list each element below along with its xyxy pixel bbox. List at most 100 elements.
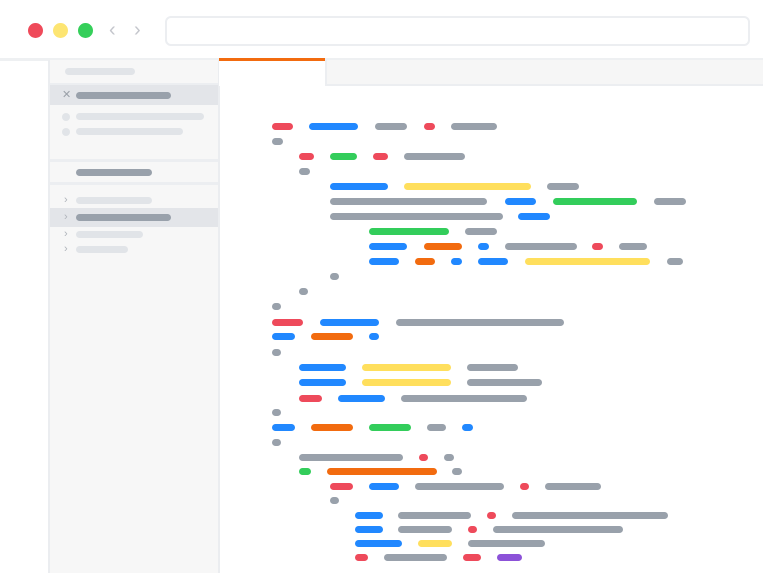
code-token-red [424,123,435,130]
code-token-gray [467,379,542,386]
divider [50,159,218,162]
tree-item[interactable]: › [50,242,218,258]
chevron-right-icon[interactable]: › [64,211,68,223]
tree-item-placeholder [76,214,171,221]
tree-item-selected[interactable]: › [50,208,218,227]
code-token-red [373,153,388,160]
code-token-gray [299,288,308,295]
code-token-orange [327,468,437,475]
code-token-blue [355,540,402,547]
close-icon[interactable]: ✕ [62,89,72,101]
code-token-orange [415,258,435,265]
code-token-red [468,526,477,533]
code-token-gray [505,243,577,250]
code-token-yellow [525,258,650,265]
code-token-gray [375,123,407,130]
code-token-blue [320,319,379,326]
code-token-red [299,395,322,402]
code-token-blue [478,243,489,250]
minimize-window-button[interactable] [53,23,68,38]
code-token-orange [311,333,353,340]
code-token-red [272,319,303,326]
code-token-gray [299,168,310,175]
section-title-placeholder [76,169,152,176]
chevron-left-icon[interactable]: ‹ [109,19,116,41]
code-token-gray [272,138,283,145]
open-file-row[interactable]: ✕ [50,85,218,105]
code-token-gray [401,395,527,402]
code-token-red [592,243,603,250]
chevron-right-icon[interactable]: › [64,243,68,255]
code-token-green [369,228,449,235]
code-token-gray [272,349,281,356]
code-token-blue [478,258,508,265]
toolbar-divider [0,58,763,61]
code-token-red [355,554,368,561]
code-token-green [369,424,411,431]
code-token-purple [497,554,522,561]
code-token-gray [465,228,497,235]
address-bar[interactable] [165,16,750,46]
code-token-gray [467,364,518,371]
item-placeholder [76,128,183,135]
code-token-gray [452,468,462,475]
code-token-gray [398,526,452,533]
code-token-gray [299,454,403,461]
code-token-red [299,153,314,160]
code-token-gray [468,540,545,547]
divider [50,83,218,86]
code-token-blue [272,333,295,340]
code-token-green [299,468,311,475]
tree-item-placeholder [76,231,143,238]
code-token-gray [330,273,339,280]
code-token-gray [493,526,623,533]
code-token-gray [451,123,497,130]
code-token-gray [272,409,281,416]
code-token-gray [415,483,504,490]
code-token-blue [299,364,346,371]
code-token-gray [330,497,339,504]
maximize-window-button[interactable] [78,23,93,38]
code-token-blue [272,424,295,431]
chevron-right-icon[interactable]: › [64,194,68,206]
item-placeholder [76,113,204,120]
code-token-green [330,153,357,160]
code-token-red [419,454,428,461]
tree-item-placeholder [76,197,152,204]
code-token-yellow [404,183,531,190]
code-token-red [520,483,529,490]
code-token-blue [505,198,536,205]
file-name-placeholder [76,92,171,99]
code-token-gray [547,183,579,190]
code-token-gray [398,512,471,519]
close-window-button[interactable] [28,23,43,38]
code-token-gray [396,319,564,326]
code-token-blue [462,424,473,431]
tab-bar [325,60,763,86]
sidebar: ✕ › › › › [48,60,220,573]
code-token-gray [512,512,668,519]
tree-item[interactable]: › [50,227,218,243]
chevron-right-icon[interactable]: › [134,19,141,41]
tree-item-placeholder [76,246,128,253]
list-item[interactable] [50,110,218,124]
code-token-gray [667,258,683,265]
code-token-orange [424,243,462,250]
tab-active[interactable] [219,58,325,86]
code-token-blue [355,512,383,519]
code-token-red [463,554,481,561]
divider [50,182,218,185]
code-token-blue [369,243,407,250]
chevron-right-icon[interactable]: › [64,228,68,240]
code-token-gray [619,243,647,250]
code-token-blue [369,333,379,340]
code-token-orange [311,424,353,431]
code-token-blue [451,258,462,265]
code-token-blue [369,258,399,265]
tree-item[interactable]: › [50,193,218,209]
code-token-yellow [362,364,451,371]
list-item[interactable] [50,125,218,139]
code-token-gray [272,439,281,446]
code-token-blue [369,483,399,490]
code-token-yellow [362,379,451,386]
